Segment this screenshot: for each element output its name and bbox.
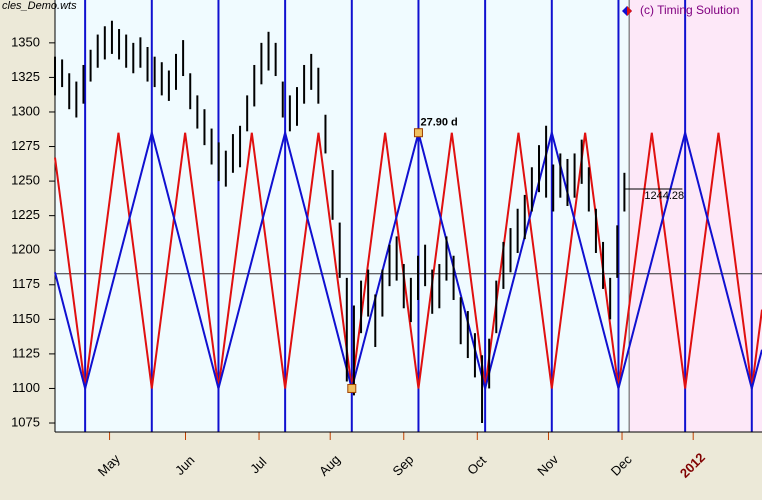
y-tick-label: 1175 [12, 276, 40, 291]
y-tick-label: 1125 [12, 345, 40, 360]
y-tick-label: 1150 [12, 311, 40, 326]
y-tick-label: 1200 [11, 242, 40, 257]
y-tick-label: 1250 [11, 173, 40, 188]
y-tick-label: 1225 [11, 207, 40, 222]
y-tick-label: 1100 [12, 380, 40, 395]
icon [627, 6, 632, 16]
marker [413, 128, 423, 138]
last-price-label: 1244.28 [644, 190, 684, 202]
file-label: cles_Demo.wts [2, 0, 77, 12]
annotation: 27.90 d [420, 117, 457, 129]
y-tick-label: 1350 [11, 34, 40, 49]
y-tick-label: 1275 [11, 138, 40, 153]
forecast-region [629, 0, 762, 432]
copyright: (c) Timing Solution [640, 3, 739, 17]
y-tick-label: 1300 [11, 103, 40, 118]
marker [347, 383, 357, 393]
y-tick-label: 1325 [11, 69, 40, 84]
y-tick-label: 1075 [11, 414, 40, 429]
plot-area: 1075 1100 1125 1150 1175 1200 1225 1250 1275 1300… [11, 0, 762, 481]
